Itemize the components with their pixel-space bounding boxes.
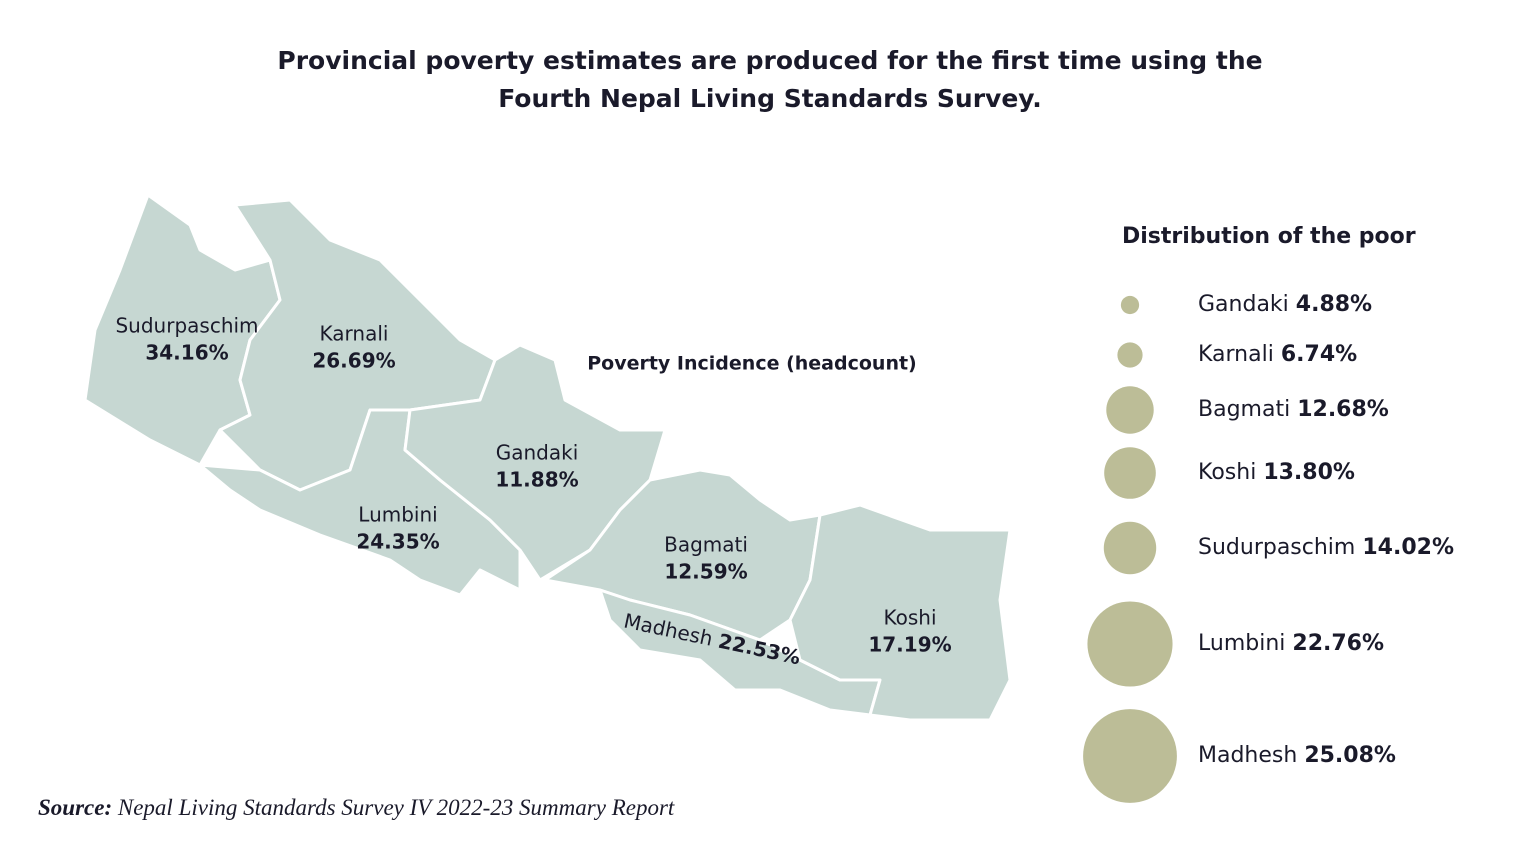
legend-value: 25.08% [1304,743,1396,768]
bubble [1083,709,1177,803]
legend-name: Bagmati [1198,397,1290,422]
province-name: Lumbini [358,503,437,527]
province-name: Sudurpaschim [115,314,258,338]
province-name: Koshi [883,606,936,630]
bubble [1106,386,1154,434]
legend-name: Karnali [1198,342,1274,367]
legend-value: 12.68% [1297,397,1389,422]
legend-value: 22.76% [1292,631,1384,656]
bubble [1103,521,1157,575]
legend-name: Gandaki [1198,292,1289,317]
nepal-map [83,193,1012,722]
source-label: Source: [38,795,112,820]
title: Fourth Nepal Living Standards Survey. [498,84,1042,113]
province-incidence: 17.19% [868,633,951,657]
legend-name: Koshi [1198,460,1256,485]
legend-value: 4.88% [1296,292,1372,317]
legend-title: Distribution of the poor [1122,224,1416,249]
legend-name: Lumbini [1198,631,1285,656]
legend-entry: Madhesh 25.08% [1198,743,1396,768]
bubble [1117,342,1143,368]
title: Provincial poverty estimates are produce… [277,46,1262,75]
source-text: Nepal Living Standards Survey IV 2022-23… [117,795,675,820]
province-label: Gandaki 11.88% [495,441,578,492]
province-incidence: 24.35% [356,530,439,554]
legend-entry: Lumbini 22.76% [1198,631,1384,656]
province-name: Bagmati [664,533,748,557]
bubble [1104,447,1156,499]
legend-entry: Sudurpaschim 14.02% [1198,535,1454,560]
province-label: Bagmati 12.59% [664,533,748,584]
province-incidence: 34.16% [145,341,228,365]
legend-entry: Bagmati 12.68% [1198,397,1389,422]
legend-entry: Karnali 6.74% [1198,342,1357,367]
legend-value: 14.02% [1362,535,1454,560]
province-label: Lumbini 24.35% [356,503,439,554]
legend-name: Sudurpaschim [1198,535,1355,560]
legend-name: Madhesh [1198,743,1297,768]
bubble [1120,295,1140,315]
province-incidence: 12.59% [664,560,747,584]
province-incidence: 11.88% [495,468,578,492]
legend-entry: Gandaki 4.88% [1198,292,1372,317]
province-label: Koshi 17.19% [868,606,951,657]
map-title: Poverty Incidence (headcount) [587,353,917,375]
legend: Gandaki 4.88% Karnali 6.74% Bagmati 12.68%… [1083,292,1454,803]
bubble [1087,601,1173,687]
legend-value: 6.74% [1281,342,1357,367]
province-label: Karnali 26.69% [312,322,395,373]
legend-entry: Koshi 13.80% [1198,460,1355,485]
province-name: Karnali [320,322,389,346]
province-incidence: 26.69% [312,349,395,373]
legend-value: 13.80% [1263,460,1355,485]
province-label: Sudurpaschim 34.16% [115,314,258,365]
province-shape [788,503,1012,722]
source: Source: Nepal Living Standards Survey IV… [38,795,675,820]
province-name: Gandaki [496,441,579,465]
